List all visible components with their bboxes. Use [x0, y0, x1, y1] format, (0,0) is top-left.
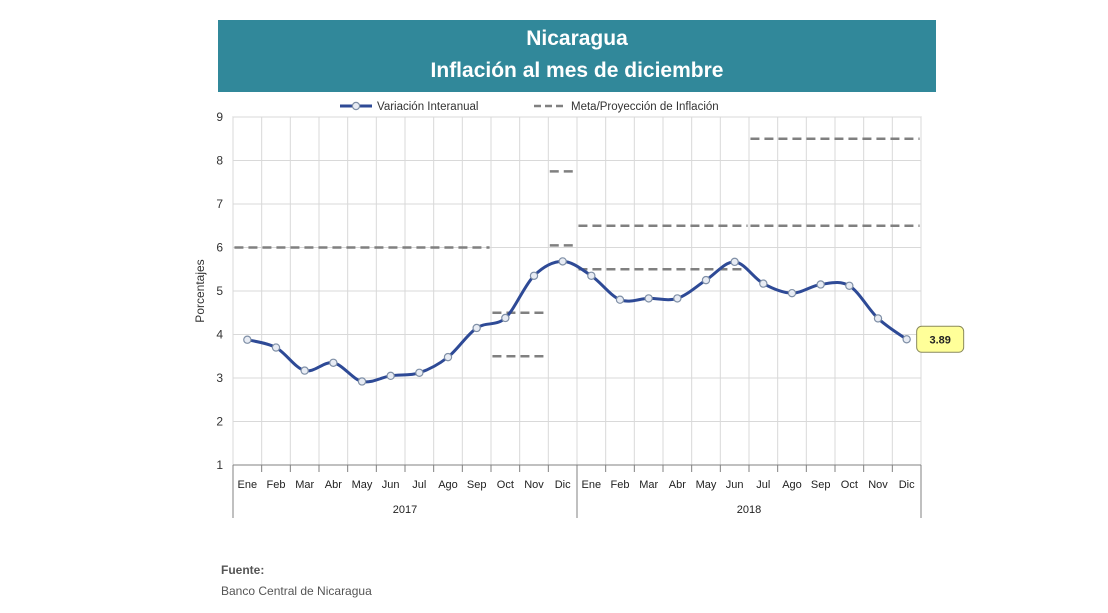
x-tick-label: Ago	[438, 479, 458, 491]
x-group-label: 2018	[737, 504, 761, 516]
y-tick-label: 4	[216, 328, 223, 342]
data-point	[329, 358, 338, 367]
x-tick-label: Jul	[756, 479, 770, 491]
source-text: Banco Central de Nicaragua	[221, 584, 372, 598]
x-tick-label: Feb	[267, 479, 286, 491]
x-tick-label: Nov	[868, 479, 888, 491]
y-tick-label: 5	[216, 284, 223, 298]
y-tick-label: 3	[216, 371, 223, 385]
data-point	[902, 335, 911, 344]
source-label: Fuente:	[221, 563, 265, 577]
data-point	[501, 313, 510, 323]
data-point	[845, 281, 854, 290]
x-tick-label: Ene	[582, 479, 602, 491]
data-point	[787, 288, 797, 298]
x-tick-label: Oct	[497, 479, 514, 491]
x-group-label: 2017	[393, 504, 417, 516]
x-tick-label: Dic	[555, 479, 571, 491]
y-axis-label: Porcentajes	[193, 259, 207, 322]
y-tick-label: 2	[216, 415, 223, 429]
data-point	[271, 343, 281, 352]
data-point	[816, 280, 825, 289]
data-point	[357, 377, 367, 386]
x-tick-label: Feb	[611, 479, 630, 491]
x-tick-label: Nov	[524, 479, 544, 491]
x-tick-label: Sep	[811, 479, 831, 491]
data-point	[558, 257, 567, 266]
data-point	[300, 366, 309, 375]
x-tick-label: Sep	[467, 479, 487, 491]
legend-label-variacion: Variación Interanual	[377, 101, 478, 113]
x-tick-label: Mar	[639, 479, 658, 491]
legend-label-meta: Meta/Proyección de Inflación	[571, 101, 719, 113]
x-tick-label: Ene	[238, 479, 258, 491]
data-point	[472, 323, 481, 333]
data-point	[415, 368, 424, 377]
x-tick-label: Jun	[726, 479, 744, 491]
data-point	[243, 335, 252, 344]
chart-subtitle: Inflación al mes de diciembre	[430, 59, 724, 82]
data-point	[701, 275, 711, 285]
chart-title-banner: Nicaragua Inflación al mes de diciembre	[218, 20, 936, 92]
data-point	[587, 271, 596, 280]
x-tick-label: Mar	[295, 479, 314, 491]
x-tick-label: Dic	[899, 479, 915, 491]
y-tick-label: 6	[216, 241, 223, 255]
data-point	[529, 271, 539, 280]
y-tick-label: 1	[216, 458, 223, 472]
x-tick-label: Ago	[782, 479, 802, 491]
data-point	[615, 295, 625, 304]
data-point	[644, 294, 653, 303]
x-tick-label: Abr	[669, 479, 686, 491]
data-point	[759, 279, 768, 288]
y-tick-label: 7	[216, 197, 223, 211]
y-tick-label: 9	[216, 110, 223, 124]
chart-title: Nicaragua	[526, 27, 628, 50]
y-tick-label: 8	[216, 154, 223, 168]
data-point	[443, 352, 453, 362]
data-point	[730, 257, 739, 267]
x-tick-label: May	[696, 479, 717, 491]
data-label-callout	[916, 325, 965, 353]
data-point	[873, 314, 883, 323]
data-point	[673, 294, 682, 303]
x-tick-label: Jun	[382, 479, 400, 491]
x-tick-label: May	[352, 479, 373, 491]
data-label-text: 3.89	[929, 334, 950, 346]
data-point	[386, 371, 395, 381]
legend-marker	[351, 101, 361, 111]
x-tick-label: Oct	[841, 479, 858, 491]
x-tick-label: Jul	[412, 479, 426, 491]
x-tick-label: Abr	[325, 479, 342, 491]
